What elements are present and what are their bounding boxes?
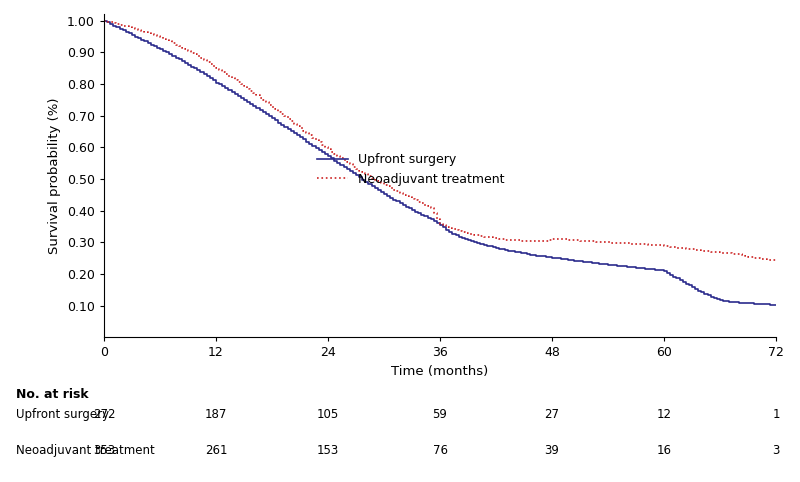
Text: Upfront surgery: Upfront surgery — [16, 408, 109, 421]
X-axis label: Time (months): Time (months) — [391, 365, 489, 378]
Text: 261: 261 — [205, 444, 227, 457]
Text: 1: 1 — [772, 408, 780, 421]
Text: 3: 3 — [772, 444, 780, 457]
Text: 39: 39 — [545, 444, 559, 457]
Text: 16: 16 — [657, 444, 671, 457]
Text: No. at risk: No. at risk — [16, 388, 89, 401]
Text: Neoadjuvant treatment: Neoadjuvant treatment — [16, 444, 154, 457]
Text: 76: 76 — [433, 444, 447, 457]
Legend: Upfront surgery, Neoadjuvant treatment: Upfront surgery, Neoadjuvant treatment — [312, 148, 510, 190]
Y-axis label: Survival probability (%): Survival probability (%) — [49, 98, 62, 254]
Text: 27: 27 — [545, 408, 559, 421]
Text: 187: 187 — [205, 408, 227, 421]
Text: 105: 105 — [317, 408, 339, 421]
Text: 353: 353 — [93, 444, 115, 457]
Text: 12: 12 — [657, 408, 671, 421]
Text: 272: 272 — [93, 408, 115, 421]
Text: 153: 153 — [317, 444, 339, 457]
Text: 59: 59 — [433, 408, 447, 421]
